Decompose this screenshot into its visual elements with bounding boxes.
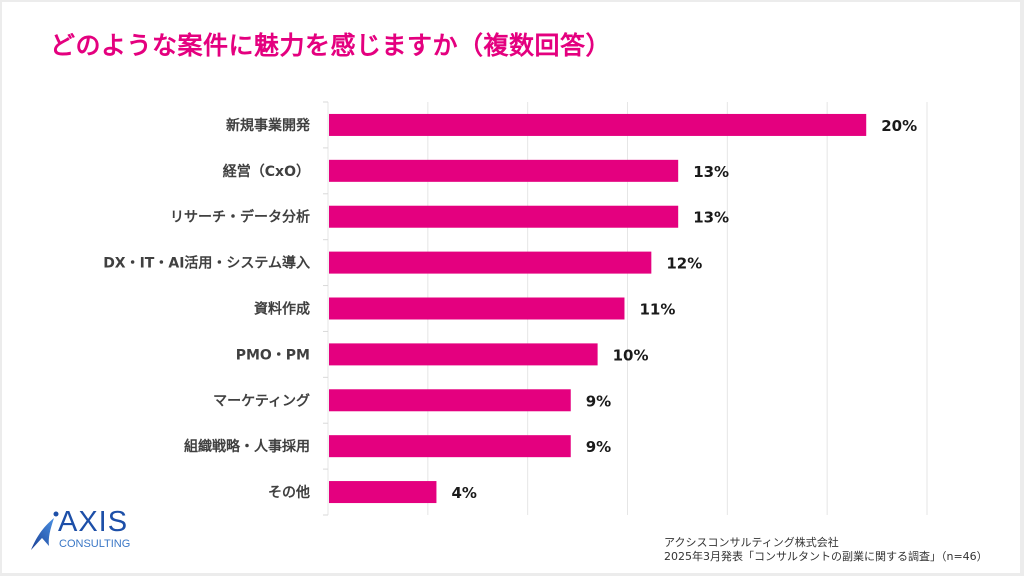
bar [329,343,598,366]
category-label: PMO・PM [236,347,310,363]
rocket-swoosh-icon [31,511,59,550]
bar [329,205,679,228]
bar [329,389,571,412]
bars [329,113,867,504]
axis-consulting-logo: AXIS CONSULTING [28,506,148,558]
value-labels: 20% 13% 13% 12% 11% 10% 9% 9% 4% [451,117,917,502]
data-label: 4% [451,484,476,502]
source-company: アクシスコンサルティング株式会社 [664,536,839,549]
data-label: 13% [693,163,729,181]
source-survey: 2025年3月発表「コンサルタントの副業に関する調査」（n=46） [664,550,988,563]
data-label: 9% [586,392,611,410]
category-label: 新規事業開発 [226,117,311,134]
category-label: 経営（CxO） [223,163,310,180]
category-label: DX・IT・AI活用・システム導入 [103,255,310,272]
chart-title: どのような案件に魅力を感じますか（複数回答） [50,31,612,60]
bar [329,297,625,320]
data-label: 11% [639,301,675,319]
bar [329,481,437,504]
data-label: 13% [693,209,729,227]
bar [329,113,867,136]
category-label: リサーチ・データ分析 [170,209,310,226]
bar [329,435,571,458]
category-label: 資料作成 [254,301,310,318]
category-label: 組織戦略・人事採用 [184,438,310,455]
data-label: 10% [613,346,649,364]
logo-wordmark: AXIS [58,506,129,538]
bar [329,159,679,182]
source-note: アクシスコンサルティング株式会社 2025年3月発表「コンサルタントの副業に関す… [664,536,988,564]
data-label: 20% [881,117,917,135]
category-label: マーケティング [213,392,310,409]
data-label: 9% [586,438,611,456]
bar [329,251,652,274]
logo-subtext: CONSULTING [59,538,131,550]
category-label: その他 [268,484,310,501]
data-label: 12% [666,255,702,273]
